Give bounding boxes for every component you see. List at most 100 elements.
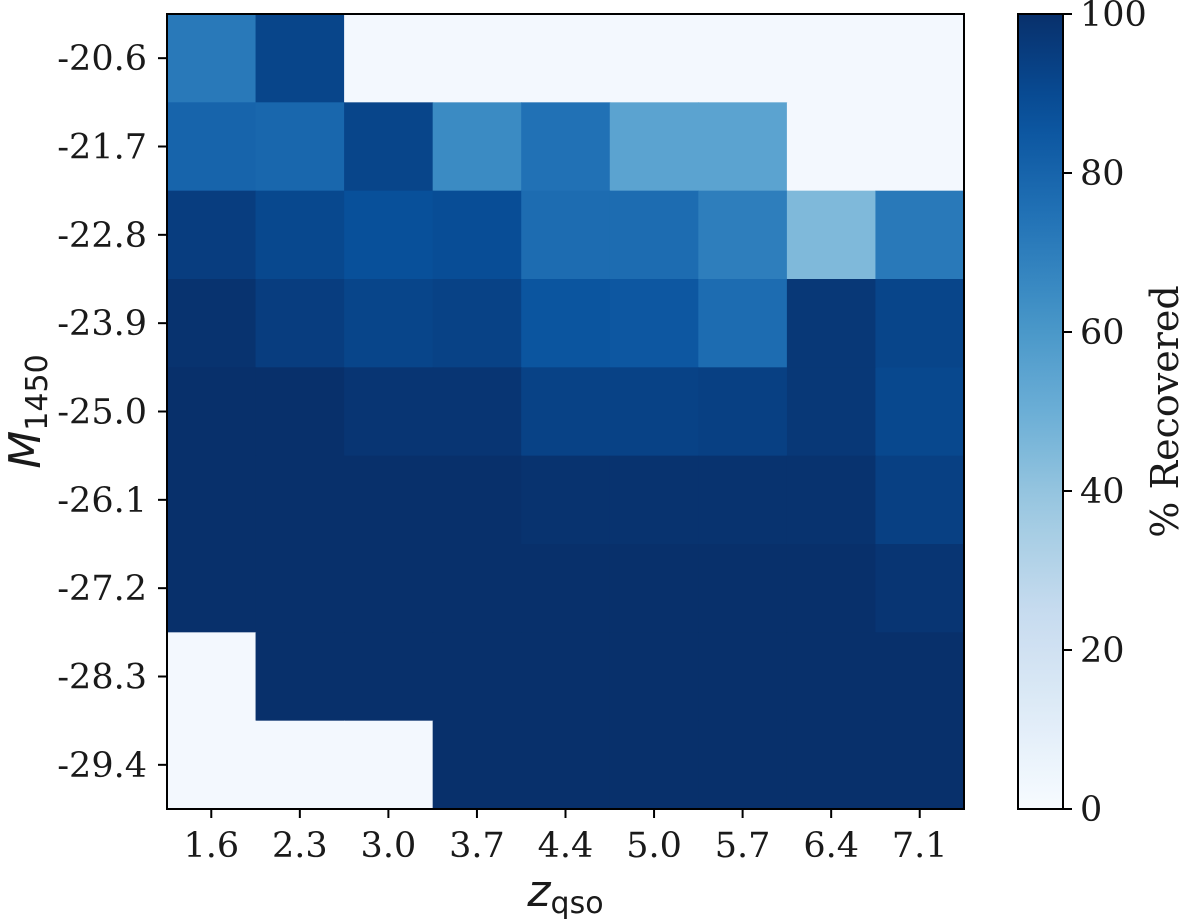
heatmap-cell (255, 720, 345, 810)
colorbar-tick-label: 0 (1080, 790, 1102, 830)
heatmap-cell (875, 720, 965, 810)
heatmap-cell (255, 14, 345, 103)
heatmap-cell (432, 279, 522, 368)
heatmap-cell (167, 367, 257, 457)
x-tick-label: 1.6 (183, 826, 239, 866)
heatmap-cell (255, 102, 345, 192)
heatmap-cell (344, 632, 434, 722)
heatmap-cell (609, 720, 699, 810)
heatmap-cells (167, 14, 965, 810)
heatmap-cell (167, 14, 257, 103)
heatmap-cell (521, 279, 611, 368)
heatmap-cell (344, 14, 434, 103)
heatmap-cell (609, 544, 699, 633)
heatmap-cell (698, 720, 788, 810)
x-tick-label: 3.0 (361, 826, 417, 866)
heatmap-cell (255, 544, 345, 633)
x-axis: 1.6 2.3 3.0 3.7 4.4 5.0 5.7 6.4 7.1 (183, 809, 948, 866)
heatmap-cell (167, 190, 257, 280)
colorbar (1017, 13, 1064, 810)
heatmap-cell (609, 455, 699, 545)
x-axis-label-sub: qso (551, 886, 604, 919)
colorbar-tick-label: 80 (1080, 154, 1125, 194)
heatmap-cell (432, 14, 522, 103)
y-tick-label: -29.4 (57, 746, 147, 786)
heatmap-cell (344, 544, 434, 633)
y-tick-label: -22.8 (57, 216, 147, 256)
heatmap-cell (698, 455, 788, 545)
heatmap-cell (255, 279, 345, 368)
heatmap-cell (432, 544, 522, 633)
x-axis-label-main: z (526, 866, 551, 917)
heatmap-cell (432, 455, 522, 545)
heatmap-cell (875, 367, 965, 457)
heatmap-cell (344, 279, 434, 368)
heatmap-cell (786, 632, 877, 722)
heatmap-cell (167, 102, 257, 192)
x-tick-label: 3.7 (449, 826, 505, 866)
heatmap-cell (609, 367, 699, 457)
heatmap-cell (521, 190, 611, 280)
heatmap-cell (167, 720, 257, 810)
heatmap-cell (167, 544, 257, 633)
y-tick-label: -26.1 (57, 481, 147, 521)
y-tick-label: -28.3 (57, 658, 147, 698)
heatmap-cell (875, 102, 965, 192)
heatmap-cell (432, 190, 522, 280)
y-axis-label-sub: 1450 (20, 354, 55, 430)
colorbar-tick-label: 100 (1080, 0, 1147, 35)
x-tick-label: 6.4 (803, 826, 859, 866)
heatmap-cell (255, 190, 345, 280)
y-tick-label: -23.9 (57, 304, 147, 344)
colorbar-label: % Recovered (1143, 285, 1187, 537)
heatmap-cell (698, 279, 788, 368)
heatmap-cell (609, 632, 699, 722)
heatmap-cell (786, 720, 877, 810)
y-tick-label: -21.7 (57, 128, 147, 168)
heatmap-cell (786, 190, 877, 280)
heatmap-cell (521, 720, 611, 810)
heatmap-cell (609, 14, 699, 103)
heatmap-cell (698, 544, 788, 633)
heatmap-cell (786, 455, 877, 545)
colorbar-tick-label: 60 (1080, 313, 1125, 353)
heatmap-cell (344, 455, 434, 545)
heatmap-cell (698, 367, 788, 457)
heatmap-cell (609, 279, 699, 368)
x-tick-label: 4.4 (538, 826, 594, 866)
heatmap-cell (698, 632, 788, 722)
heatmap-cell (786, 544, 877, 633)
heatmap-cell (875, 190, 965, 280)
heatmap-cell (875, 455, 965, 545)
y-tick-label: -25.0 (57, 393, 147, 433)
y-tick-label: -27.2 (57, 569, 147, 609)
colorbar-ticks: 0 20 40 60 80 100 (1063, 0, 1147, 830)
colorbar-tick-label: 20 (1080, 631, 1125, 671)
heatmap-cell (786, 367, 877, 457)
colorbar-tick-label: 40 (1080, 472, 1125, 512)
heatmap-cell (609, 190, 699, 280)
heatmap-cell (167, 632, 257, 722)
heatmap-cell (255, 455, 345, 545)
heatmap-cell (609, 102, 699, 192)
x-tick-label: 2.3 (272, 826, 328, 866)
heatmap-cell (344, 190, 434, 280)
heatmap-cell (786, 14, 877, 103)
heatmap-cell (521, 367, 611, 457)
heatmap-cell (875, 632, 965, 722)
heatmap-cell (432, 720, 522, 810)
heatmap-cell (875, 14, 965, 103)
heatmap-cell (521, 102, 611, 192)
heatmap-cell (786, 279, 877, 368)
heatmap-cell (167, 279, 257, 368)
heatmap-cell (786, 102, 877, 192)
x-axis-label: zqso (526, 866, 603, 919)
x-tick-label: 5.7 (715, 826, 771, 866)
heatmap-cell (875, 279, 965, 368)
heatmap-cell (521, 455, 611, 545)
heatmap-cell (344, 102, 434, 192)
y-axis-label: M1450 (0, 354, 55, 468)
heatmap-cell (698, 190, 788, 280)
heatmap-cell (698, 14, 788, 103)
